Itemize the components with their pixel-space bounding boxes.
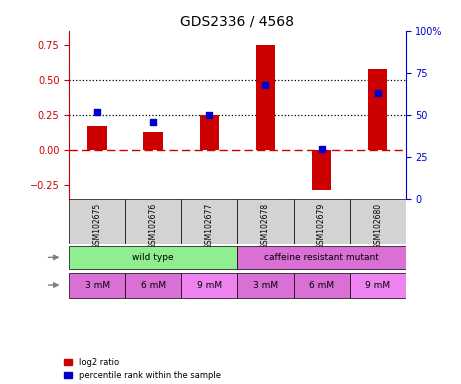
Text: 6 mM: 6 mM (309, 281, 334, 290)
Text: GSM102678: GSM102678 (261, 203, 270, 249)
Text: GSM102676: GSM102676 (149, 203, 158, 249)
Text: GSM102679: GSM102679 (317, 203, 326, 249)
Bar (237, 273, 294, 298)
Bar (200, 115, 219, 150)
Text: caffeine resistant mutant: caffeine resistant mutant (264, 253, 379, 262)
Point (262, 82, 269, 88)
Bar (368, 69, 387, 150)
Bar (69, 246, 237, 269)
Bar (69, 199, 125, 244)
Point (206, 112, 213, 118)
Bar (256, 45, 275, 150)
Point (94, 109, 101, 115)
Bar (312, 150, 331, 190)
Bar (349, 273, 406, 298)
Bar (294, 199, 349, 244)
Text: GSM102680: GSM102680 (373, 203, 382, 249)
Text: 3 mM: 3 mM (253, 281, 278, 290)
Text: GSM102677: GSM102677 (205, 203, 214, 249)
Text: 9 mM: 9 mM (365, 281, 390, 290)
Text: 9 mM: 9 mM (197, 281, 222, 290)
Text: 3 mM: 3 mM (85, 281, 110, 290)
Text: GSM102675: GSM102675 (93, 203, 102, 249)
Title: GDS2336 / 4568: GDS2336 / 4568 (180, 14, 295, 28)
Point (149, 119, 157, 125)
Bar (125, 199, 181, 244)
Bar (143, 132, 163, 150)
Bar (294, 273, 349, 298)
Bar (125, 273, 181, 298)
Bar (69, 273, 125, 298)
Text: 6 mM: 6 mM (141, 281, 166, 290)
Text: wild type: wild type (132, 253, 174, 262)
Bar (349, 199, 406, 244)
Legend: log2 ratio, percentile rank within the sample: log2 ratio, percentile rank within the s… (64, 358, 221, 380)
Bar (181, 199, 237, 244)
Bar (237, 199, 294, 244)
Bar (88, 126, 107, 150)
Bar (181, 273, 237, 298)
Point (318, 146, 325, 152)
Point (374, 90, 381, 96)
Bar (237, 246, 406, 269)
